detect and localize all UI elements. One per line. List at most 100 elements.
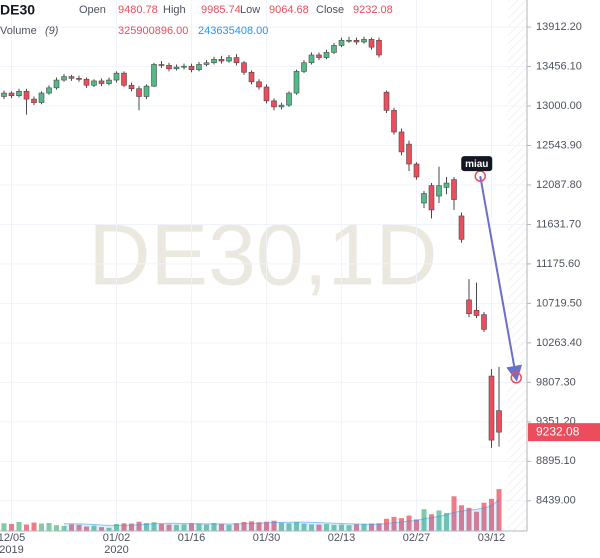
- candle-body: [76, 78, 82, 80]
- candle-body: [113, 72, 120, 81]
- candle-body: [473, 309, 480, 316]
- volume-bar: [316, 524, 322, 531]
- candle-body: [436, 185, 442, 197]
- candle-body: [406, 143, 412, 165]
- candle-body: [158, 64, 165, 66]
- annotation-label: miau: [465, 159, 488, 170]
- volume-param: (9): [45, 25, 59, 37]
- volume-bar: [69, 524, 74, 531]
- candle-body: [271, 100, 277, 108]
- candle-body: [53, 79, 60, 89]
- candle-body: [68, 76, 75, 79]
- volume-bar: [76, 524, 82, 531]
- candle-body: [428, 185, 435, 211]
- symbol: DE30: [0, 2, 35, 18]
- candle-body: [278, 104, 285, 108]
- y-tick-label: 13000.00: [536, 100, 582, 112]
- price-tag-label: 9232.08: [536, 424, 580, 438]
- future-area: [508, 0, 527, 531]
- candle-body: [481, 314, 487, 330]
- volume-bar: [121, 523, 127, 531]
- candle-body: [293, 71, 300, 94]
- volume-bar: [376, 523, 382, 531]
- volume-bar: [384, 518, 389, 531]
- volume-bar: [211, 523, 217, 531]
- volume-bar: [414, 519, 419, 531]
- volume-ma-line: [63, 499, 500, 526]
- y-tick-label: 10719.50: [536, 297, 582, 309]
- volume-bar: [331, 524, 337, 531]
- y-tick-label: 12087.80: [536, 179, 582, 191]
- volume-bar: [444, 513, 449, 531]
- y-tick-label: 10263.40: [536, 337, 582, 349]
- candle-body: [128, 84, 135, 90]
- volume-ma-value: 243635408.00: [198, 25, 268, 37]
- volume-bar: [324, 523, 329, 531]
- legend-value: 9480.78: [118, 4, 158, 16]
- candle-body: [136, 88, 142, 97]
- candle-body: [323, 52, 330, 58]
- x-tick-label: 01/16: [178, 532, 206, 544]
- candle-body: [233, 57, 240, 64]
- candle-body: [31, 98, 37, 103]
- volume-bar: [451, 496, 457, 531]
- candle-body: [248, 71, 255, 83]
- candle-body: [391, 110, 397, 133]
- x-year-label: 2020: [104, 544, 128, 556]
- x-tick-label: 01/02: [103, 532, 131, 544]
- volume-bar: [474, 511, 479, 531]
- volume-bar: [46, 523, 52, 531]
- volume-bar: [354, 524, 359, 531]
- y-tick-label: 13456.10: [536, 60, 582, 72]
- candle-body: [1, 92, 7, 97]
- y-tick-label: 11631.70: [536, 218, 581, 230]
- volume-bar: [24, 524, 29, 531]
- y-tick-label: 8895.10: [536, 455, 576, 467]
- volume-bar: [136, 521, 142, 531]
- candle-body: [121, 72, 127, 86]
- volume-bar: [31, 522, 37, 531]
- candle-body: [151, 64, 157, 87]
- volume-bar: [166, 524, 172, 531]
- volume-bar: [151, 522, 157, 531]
- volume-bar: [361, 523, 367, 531]
- candle-body: [98, 80, 105, 84]
- volume-bar: [54, 525, 59, 531]
- volume-bar: [406, 515, 412, 531]
- candle-body: [376, 39, 382, 56]
- candle-body: [338, 39, 345, 46]
- volume-bar: [99, 527, 104, 531]
- candle-body: [421, 193, 427, 204]
- candle-body: [413, 163, 420, 178]
- x-year-label: 2019: [0, 544, 24, 556]
- volume-bar: [481, 502, 487, 531]
- volume-bar: [391, 516, 397, 531]
- legend-value: 9232.08: [353, 4, 393, 16]
- volume-bar: [144, 523, 149, 531]
- volume-bar: [489, 498, 494, 531]
- y-tick-label: 8439.00: [536, 495, 576, 507]
- y-tick-label: 11175.60: [536, 258, 580, 270]
- candle-body: [241, 62, 247, 73]
- volume-bar: [174, 524, 179, 531]
- candle-body: [23, 91, 30, 100]
- candle-body: [496, 410, 502, 433]
- volume-bar: [91, 525, 97, 531]
- legend-value: 9985.74: [201, 4, 241, 16]
- volume-bar: [429, 514, 434, 531]
- candle-body: [331, 45, 337, 53]
- candle-body: [301, 62, 307, 72]
- volume-bar: [339, 524, 344, 531]
- candle-body: [286, 92, 292, 106]
- volume-bar: [249, 521, 254, 531]
- candle-body: [83, 78, 90, 86]
- price-tag: [528, 423, 600, 442]
- candle-body: [218, 58, 225, 62]
- candle-body: [46, 87, 52, 94]
- candle-body: [346, 39, 352, 42]
- x-tick-label: 02/13: [328, 532, 356, 544]
- x-tick-label: 01/30: [253, 532, 281, 544]
- candle-body: [211, 58, 217, 64]
- legend-label: Close: [316, 4, 344, 16]
